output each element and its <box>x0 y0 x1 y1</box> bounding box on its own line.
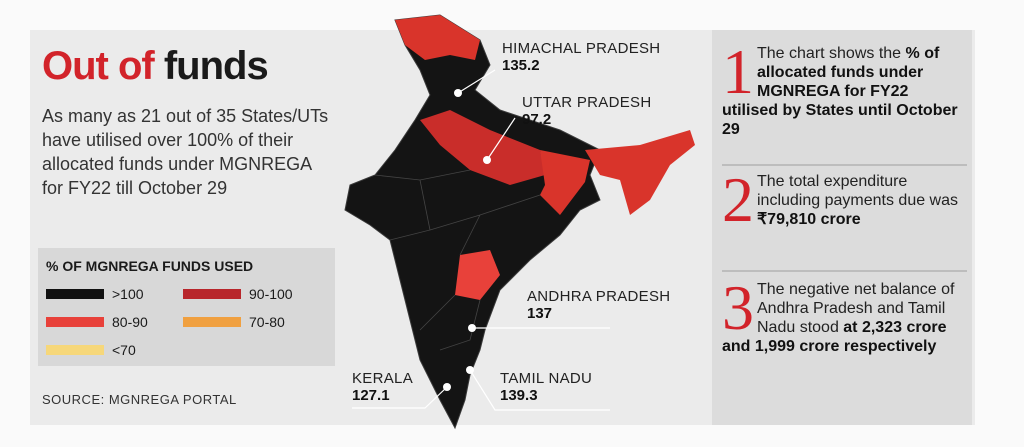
legend-item: >100 <box>46 286 144 302</box>
legend-label: >100 <box>112 286 144 302</box>
callout-state: TAMIL NADU <box>500 370 593 387</box>
callout-value: 97.2 <box>522 111 552 128</box>
note-number: 1 <box>722 36 754 107</box>
legend-title: % OF MGNREGA FUNDS USED <box>46 258 254 274</box>
note-text: at 2,323 crore and 1,999 crore respectiv… <box>722 319 947 355</box>
title-part: Out of <box>42 44 155 88</box>
state-region <box>540 150 590 215</box>
callout: KERALA 127.1 <box>352 370 413 404</box>
description: As many as 21 out of 35 States/UTs have … <box>42 106 329 198</box>
note-text: The negative net balance of Andhra Prade… <box>757 281 955 336</box>
note-text: The chart shows the <box>757 45 906 62</box>
callout: UTTAR PRADESH 97.2 <box>522 94 651 128</box>
legend: % OF MGNREGA FUNDS USED >100 90-100 80-90 7… <box>38 248 335 366</box>
state-region <box>420 110 545 185</box>
legend-label: 70-80 <box>249 314 285 330</box>
callout-value: 135.2 <box>502 57 540 74</box>
callout-value: 127.1 <box>352 387 390 404</box>
legend-item: 90-100 <box>183 286 293 302</box>
callout-state: UTTAR PRADESH <box>522 94 652 111</box>
callout: HIMACHAL PRADESH 135.2 <box>502 40 660 74</box>
note-text: The total expenditure including payments… <box>757 173 959 209</box>
legend-swatch <box>46 289 104 299</box>
legend-swatch <box>46 345 104 355</box>
title: Out of funds <box>42 44 269 89</box>
legend-item: <70 <box>46 342 136 358</box>
callout: ANDHRA PRADESH 137 <box>527 288 670 322</box>
legend-swatch <box>46 317 104 327</box>
legend-swatch <box>183 289 241 299</box>
legend-label: 90-100 <box>249 286 293 302</box>
note: 3 The negative net balance of Andhra Prad… <box>722 272 967 356</box>
state-region <box>585 130 695 215</box>
callout-state: ANDHRA PRADESH <box>527 288 671 305</box>
source: SOURCE: MGNREGA PORTAL <box>42 392 237 407</box>
callout-lines <box>352 69 610 411</box>
callout-value: 137 <box>527 305 553 322</box>
notes-panel <box>712 30 972 425</box>
separator <box>722 270 967 272</box>
legend-item: 70-80 <box>183 314 285 330</box>
note-number: 3 <box>722 272 754 343</box>
note: 2 The total expenditure including payment… <box>722 164 967 235</box>
note-text: % of allocated funds under MGNREGA for F… <box>722 45 958 138</box>
india-outline <box>344 14 601 430</box>
callout-state: KERALA <box>352 370 413 387</box>
legend-label: <70 <box>112 342 136 358</box>
callout-value: 139.3 <box>500 387 538 404</box>
legend-item: 80-90 <box>46 314 148 330</box>
note-text: ₹79,810 crore <box>757 211 861 228</box>
separator <box>722 164 967 166</box>
notes: 1 The chart shows the % of allocated fund… <box>712 30 972 425</box>
legend-swatch <box>183 317 241 327</box>
callout-state: HIMACHAL PRADESH <box>502 40 661 57</box>
callout: TAMIL NADU 139.3 <box>500 370 592 404</box>
state-region <box>395 15 480 60</box>
state-borders <box>374 169 541 351</box>
note: 1 The chart shows the % of allocated fund… <box>722 36 967 139</box>
state-region <box>455 250 500 300</box>
legend-label: 80-90 <box>112 314 148 330</box>
note-number: 2 <box>722 164 754 235</box>
callout-dots <box>443 89 491 391</box>
title-part: funds <box>163 44 269 88</box>
